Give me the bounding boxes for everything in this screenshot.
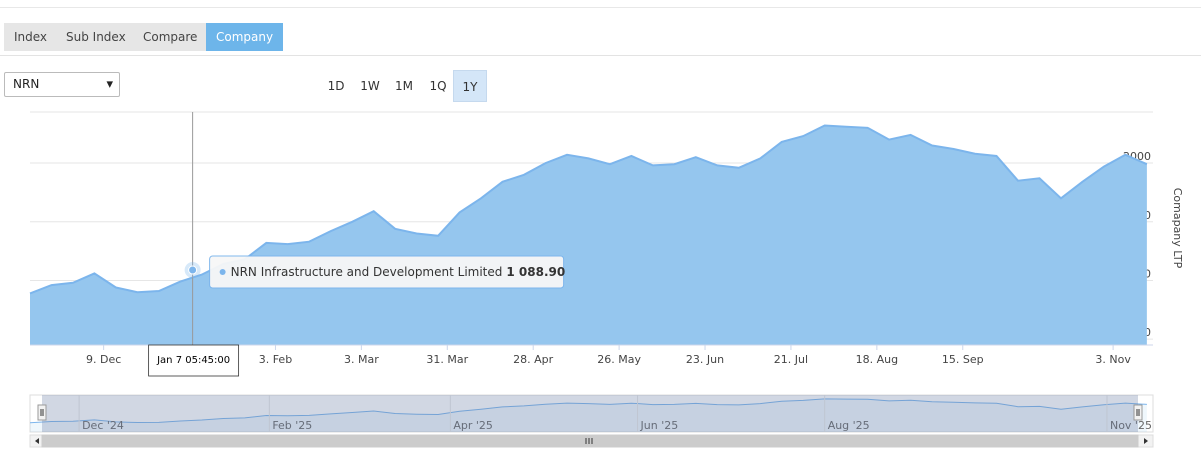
x-tick-label: 3. Nov <box>1095 353 1131 366</box>
tooltip-text: NRN Infrastructure and Development Limit… <box>231 265 566 279</box>
range-button[interactable]: 1D <box>327 79 345 93</box>
navigator-handle[interactable] <box>37 404 47 421</box>
tab[interactable]: Sub Index <box>56 23 136 51</box>
x-tick-label: 26. May <box>597 353 641 366</box>
navigator-tick-label: Aug '25 <box>828 419 870 432</box>
x-tick-label: 23. Jun <box>686 353 724 366</box>
range-button[interactable]: 1Y <box>453 70 487 102</box>
navigator-tick-label: Apr '25 <box>453 419 493 432</box>
navigator-tick-label: Dec '24 <box>82 419 124 432</box>
navigator-line <box>29 398 1147 424</box>
company-select[interactable]: NRN <box>4 72 120 97</box>
x-tick-label: 15. Sep <box>942 353 984 366</box>
scrollbar-thumb[interactable] <box>41 434 1139 448</box>
navigator-tick-label: Nov '25 <box>1110 419 1152 432</box>
tooltip-series: NRN Infrastructure and Development Limit… <box>231 265 503 279</box>
y-axis-title: Comapany LTP <box>1171 188 1184 269</box>
range-button[interactable]: 1Q <box>429 79 447 93</box>
area <box>30 125 1147 345</box>
navigator-bg <box>29 394 1154 433</box>
navigator-selection <box>42 395 1138 432</box>
navigator-tick-label: Feb '25 <box>272 419 312 432</box>
tooltip-value: 1 088.90 <box>506 265 565 279</box>
divider <box>0 55 1201 56</box>
x-tick-label: 18. Aug <box>856 353 898 366</box>
x-tick-label: 3. Feb <box>259 353 292 366</box>
x-tick-label: 21. Jul <box>774 353 808 366</box>
hover-point <box>188 265 198 275</box>
range-button[interactable]: 1M <box>395 79 413 93</box>
navigator-handle[interactable] <box>1133 404 1143 421</box>
scroll-left[interactable] <box>35 438 39 444</box>
scroll-right[interactable] <box>1144 438 1148 444</box>
x-tick-label: 28. Apr <box>513 353 553 366</box>
x-tick-label: 31. Mar <box>426 353 468 366</box>
x-label: Jan 7 05:45:00 <box>156 355 230 366</box>
divider <box>0 7 1201 8</box>
tab[interactable]: Company <box>206 23 284 51</box>
x-tick-label: 3. Mar <box>344 353 379 366</box>
navigator-tick-label: Jun '25 <box>640 419 679 432</box>
x-tick-label: 9. Dec <box>86 353 121 366</box>
tooltip-marker <box>219 269 226 276</box>
range-button[interactable]: 1W <box>360 79 380 93</box>
tab[interactable]: Compare <box>133 23 208 51</box>
x-label-box <box>148 344 240 377</box>
navigator-area <box>30 398 1147 432</box>
tab[interactable]: Index <box>4 23 58 51</box>
tooltip-box <box>209 255 565 289</box>
